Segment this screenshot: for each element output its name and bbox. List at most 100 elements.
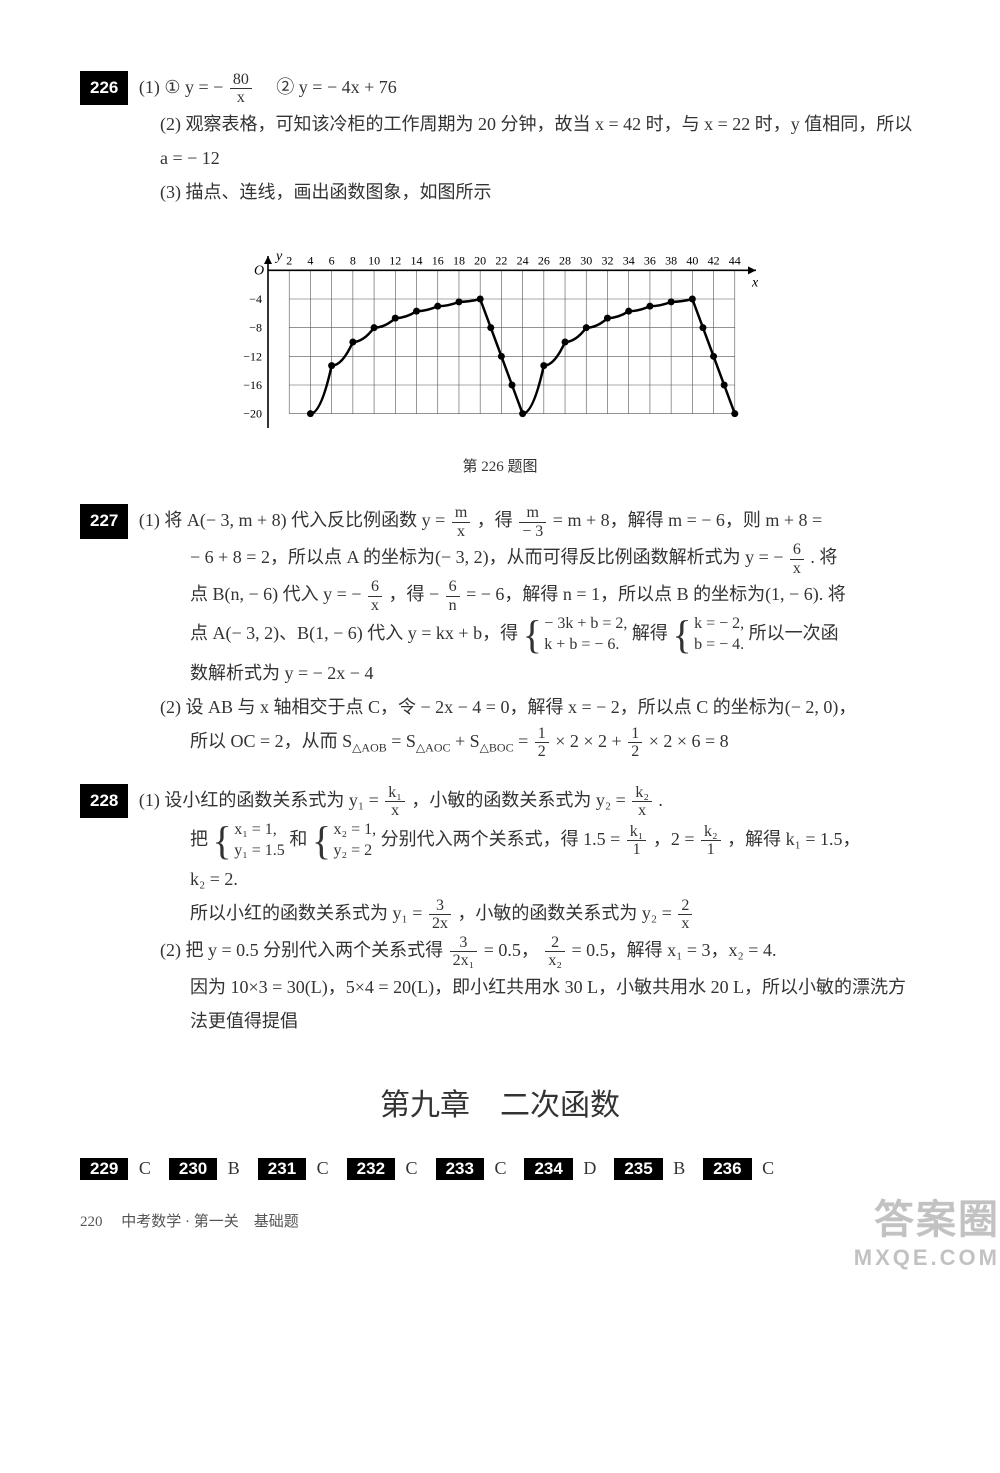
p226-line2: (2) 观察表格，可知该冷柜的工作周期为 20 分钟，故当 x = 42 时，与… (160, 107, 920, 175)
problem-number: 230 (169, 1158, 217, 1180)
fraction: m− 3 (519, 504, 546, 540)
watermark-text-2: MXQE.COM (854, 1245, 1000, 1271)
chapter-title: 第九章 二次函数 (80, 1080, 920, 1124)
p226-line1a: (1) ① y = − (139, 77, 223, 97)
problem-228: 228 (1) 设小红的函数关系式为 y₁ = k₁x ，小敏的函数关系式为 y… (80, 783, 920, 1038)
page-number: 220 (80, 1214, 103, 1230)
left-brace-icon: { (312, 821, 331, 861)
svg-text:−8: −8 (249, 320, 262, 334)
answer-letter: C (312, 1158, 347, 1178)
svg-text:24: 24 (517, 253, 529, 267)
fraction: k₁1 (627, 823, 647, 859)
p227-l3: 点 B(n, − 6) 代入 y = − 6x ，得 − 6n = − 6，解得… (190, 577, 920, 614)
svg-text:4: 4 (307, 253, 313, 267)
answer-letter: B (223, 1158, 258, 1178)
problem-226: 226 (1) ① y = − 80 x ② y = − 4x + 76 (2)… (80, 70, 920, 481)
svg-text:40: 40 (686, 253, 698, 267)
left-brace-icon: { (523, 615, 542, 655)
svg-text:20: 20 (474, 253, 486, 267)
equation-system: x₂ = 1, y₂ = 2 (334, 820, 377, 862)
svg-text:10: 10 (368, 253, 380, 267)
answer-letter: C (490, 1158, 525, 1178)
equation-system: − 3k + b = 2, k + b = − 6. (544, 614, 627, 656)
equation-system: k = − 2, b = − 4. (694, 614, 744, 656)
chart-226-wrap: yxO2468101214161820222426283032343638404… (80, 228, 920, 482)
fraction: 12 (535, 725, 549, 761)
svg-text:18: 18 (453, 253, 465, 267)
fraction: k₁x (385, 784, 405, 820)
fraction: 32x₁ (450, 934, 478, 970)
p226-line3: (3) 描点、连线，画出函数图象，如图所示 (160, 175, 920, 209)
svg-text:−4: −4 (249, 292, 262, 306)
fraction: 80 x (230, 71, 252, 107)
svg-text:28: 28 (559, 253, 571, 267)
fraction: 32x (429, 897, 451, 933)
svg-text:2: 2 (286, 253, 292, 267)
svg-text:16: 16 (432, 253, 444, 267)
svg-text:44: 44 (729, 253, 741, 267)
chart-226-caption: 第 226 题图 (80, 453, 920, 482)
svg-text:36: 36 (644, 253, 656, 267)
p227-l6: (2) 设 AB 与 x 轴相交于点 C，令 − 2x − 4 = 0，解得 x… (160, 690, 920, 724)
problem-number: 234 (524, 1158, 572, 1180)
footer-text: 中考数学 · 第一关 基础题 (121, 1214, 299, 1230)
problem-number: 228 (80, 784, 128, 818)
left-brace-icon: { (213, 821, 232, 861)
p228-l2: 把 { x₁ = 1, y₁ = 1.5 和 { x₂ = 1, y₂ = 2 … (190, 820, 920, 862)
problem-number: 229 (80, 1158, 128, 1180)
fraction: k₂x (632, 784, 652, 820)
p227-l2: − 6 + 8 = 2，所以点 A 的坐标为(− 3, 2)，从而可得反比例函数… (190, 540, 920, 577)
p227-l4: 点 A(− 3, 2)、B(1, − 6) 代入 y = kx + b，得 { … (190, 614, 920, 656)
fraction: 6n (446, 578, 460, 614)
answer-letter: C (758, 1158, 793, 1178)
svg-text:12: 12 (389, 253, 401, 267)
problem-227: 227 (1) 将 A(− 3, m + 8) 代入反比例函数 y = mx ，… (80, 503, 920, 761)
fraction: 12 (628, 725, 642, 761)
answer-row: 229 C 230 B 231 C 232 C 233 C 234 D 235 … (80, 1154, 920, 1180)
svg-text:32: 32 (601, 253, 613, 267)
svg-text:42: 42 (708, 253, 720, 267)
fraction: 2x₂ (545, 934, 565, 970)
svg-text:−16: −16 (243, 378, 262, 392)
p226-line1b: ② y = − 4x + 76 (258, 77, 396, 97)
page-footer: 220 中考数学 · 第一关 基础题 (80, 1210, 920, 1231)
answer-letter: B (669, 1158, 704, 1178)
problem-number: 233 (436, 1158, 484, 1180)
svg-text:22: 22 (495, 253, 507, 267)
fraction: k₂1 (701, 823, 721, 859)
fraction: 6x (368, 578, 382, 614)
p228-l4: 所以小红的函数关系式为 y₁ = 32x ，小敏的函数关系式为 y₂ = 2x (190, 896, 920, 933)
svg-text:x: x (751, 275, 759, 290)
svg-text:y: y (274, 249, 283, 264)
p228-l3: k₂ = 2. (190, 862, 920, 896)
problem-number: 226 (80, 71, 128, 105)
svg-text:−12: −12 (243, 349, 262, 363)
problem-number: 236 (703, 1158, 751, 1180)
svg-text:−20: −20 (243, 406, 262, 420)
svg-text:6: 6 (329, 253, 335, 267)
fraction: mx (452, 504, 470, 540)
fraction: 2x (678, 897, 692, 933)
answer-letter: C (134, 1158, 169, 1178)
p227-l5: 数解析式为 y = − 2x − 4 (190, 656, 920, 690)
problem-number: 231 (258, 1158, 306, 1180)
p227-l7: 所以 OC = 2，从而 S△AOB = S△AOC + S△BOC = 12 … (190, 724, 920, 761)
page: 226 (1) ① y = − 80 x ② y = − 4x + 76 (2)… (0, 0, 1000, 1271)
problem-number: 232 (347, 1158, 395, 1180)
answer-letter: D (579, 1158, 615, 1178)
equation-system: x₁ = 1, y₁ = 1.5 (234, 820, 285, 862)
chart-226: yxO2468101214161820222426283032343638404… (230, 228, 770, 438)
svg-text:8: 8 (350, 253, 356, 267)
svg-text:30: 30 (580, 253, 592, 267)
left-brace-icon: { (672, 615, 691, 655)
svg-text:14: 14 (411, 253, 423, 267)
p228-l6: 因为 10×3 = 30(L)，5×4 = 20(L)，即小红共用水 30 L，… (190, 970, 920, 1038)
svg-text:26: 26 (538, 253, 550, 267)
answer-letter: C (401, 1158, 436, 1178)
problem-number: 227 (80, 504, 128, 538)
svg-text:O: O (254, 263, 264, 278)
svg-text:38: 38 (665, 253, 677, 267)
p228-l5: (2) 把 y = 0.5 分别代入两个关系式得 32x₁ = 0.5， 2x₂… (160, 933, 920, 970)
problem-number: 235 (614, 1158, 662, 1180)
fraction: 6x (790, 541, 804, 577)
